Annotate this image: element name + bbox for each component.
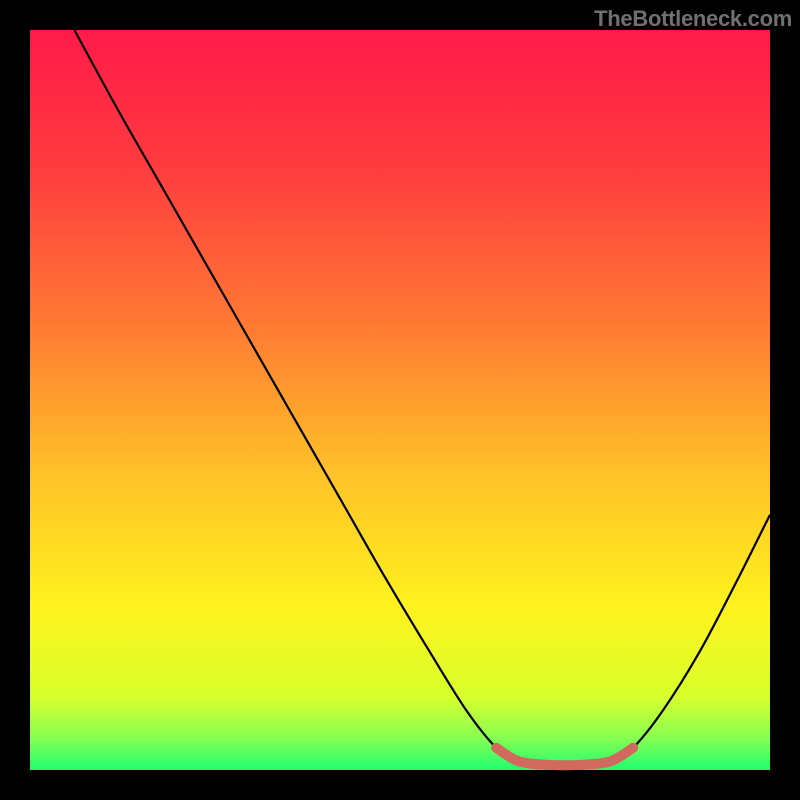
watermark-text: TheBottleneck.com [594,6,792,32]
chart-svg [0,0,800,800]
bottleneck-chart: TheBottleneck.com [0,0,800,800]
chart-plot-background [30,30,770,770]
